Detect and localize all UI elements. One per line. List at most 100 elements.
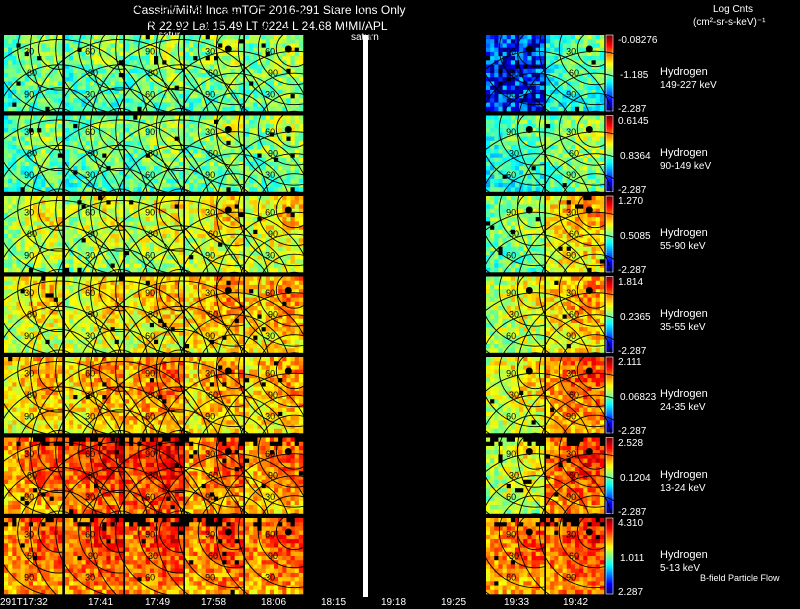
contour-label: 90	[268, 310, 278, 320]
contour-label: 30	[205, 127, 215, 137]
contour-label: 90	[506, 208, 516, 218]
contour-label: 90	[145, 369, 155, 379]
contour-label: 60	[145, 411, 155, 421]
colorbar	[606, 196, 613, 273]
energy-range-label: 149-227 keV	[660, 80, 717, 91]
time-tick-label: 19:18	[381, 597, 407, 608]
colorbar-frame	[605, 34, 614, 112]
contour-label: 90	[506, 127, 516, 137]
contour-line	[115, 386, 245, 517]
contour-label: 90	[205, 250, 215, 260]
contour-label: 60	[27, 68, 37, 78]
contour-line	[0, 305, 124, 436]
colorbar-mid-label: 1.011	[620, 553, 645, 564]
contour-label: 90	[24, 331, 34, 341]
contour-label: 90	[88, 310, 98, 320]
contour-line	[257, 92, 331, 166]
contour-label: 30	[205, 288, 215, 298]
contour-label: 60	[145, 492, 155, 502]
time-tick-label: 17:41	[88, 597, 114, 608]
contour-line	[0, 0, 124, 114]
contour-line	[538, 475, 652, 589]
saturn-marker	[224, 126, 232, 133]
contour-line	[275, 271, 313, 309]
image-panel	[546, 35, 605, 112]
contour-label: 60	[208, 471, 218, 481]
contour-label: 30	[265, 492, 275, 502]
colorbar-mid-label: -1.185	[620, 70, 649, 81]
image-panel	[245, 276, 304, 353]
contour-line	[538, 314, 652, 428]
saturn-marker	[585, 45, 593, 53]
contour-label: 60	[145, 250, 155, 260]
contour-label: 30	[566, 288, 576, 298]
contour-line	[275, 110, 313, 148]
contour-label: 60	[145, 572, 155, 582]
contour-label: 60	[208, 68, 218, 78]
contour-line	[115, 0, 245, 114]
image-panel	[65, 357, 124, 434]
contour-line	[558, 334, 632, 408]
contour-label: 60	[569, 68, 579, 78]
time-tick-label: 17:49	[145, 597, 171, 608]
colorbar	[606, 357, 613, 434]
contour-line	[55, 64, 185, 195]
image-panel	[546, 115, 605, 192]
contour-label: 90	[566, 492, 576, 502]
saturn-marker	[224, 367, 232, 375]
time-tick-label: 19:42	[563, 597, 589, 608]
contour-line	[257, 414, 331, 488]
contour-label: 30	[509, 310, 519, 320]
saturn-marker	[525, 126, 533, 133]
colorbar	[606, 35, 613, 112]
contour-line	[558, 12, 632, 86]
contour-label: 90	[145, 208, 155, 218]
saturn-marker	[525, 287, 533, 294]
contour-label: 30	[85, 170, 95, 180]
image-panel	[4, 115, 63, 192]
saturn-marker	[525, 367, 533, 375]
contour-label: 90	[205, 411, 215, 421]
contour-label: 30	[566, 127, 576, 137]
contour-label: 90	[268, 149, 278, 159]
contour-line	[215, 453, 373, 609]
contour-label: 30	[24, 449, 34, 459]
contour-label: 90	[268, 551, 278, 561]
contour-line	[55, 225, 185, 356]
saturn-marker	[525, 45, 533, 53]
saturn-marker	[585, 448, 593, 455]
contour-label: 30	[566, 47, 576, 57]
contour-label: 60	[265, 288, 275, 298]
contour-label: 30	[85, 250, 95, 260]
contour-label: 30	[566, 530, 576, 540]
saturn-marker	[224, 528, 232, 536]
colorbar-max-label: 1.270	[618, 196, 644, 207]
ion-species-label: Hydrogen	[660, 227, 708, 239]
contour-label: 30	[24, 47, 34, 57]
contour-line	[237, 233, 351, 347]
contour-line	[237, 475, 351, 589]
image-panel	[546, 357, 605, 434]
time-tick-label: 18:15	[321, 597, 347, 608]
contour-label: 90	[24, 411, 34, 421]
units-label: Log Cnts	[713, 4, 754, 15]
contour-label: 90	[24, 170, 34, 180]
saturn-marker	[284, 367, 292, 375]
contour-label: 90	[566, 331, 576, 341]
contour-label: 30	[265, 411, 275, 421]
contour-label: 60	[265, 530, 275, 540]
saturn-marker	[224, 448, 232, 455]
contour-label: 60	[265, 208, 275, 218]
colorbar	[606, 276, 613, 353]
contour-label: 30	[148, 310, 158, 320]
contour-label: 90	[145, 449, 155, 459]
contour-label: 60	[569, 551, 579, 561]
colorbar-mid-label: 0.2365	[620, 311, 651, 323]
contour-line	[0, 64, 124, 195]
contour-label: 30	[24, 530, 34, 540]
colorbar-mid-label: 0.06823	[620, 392, 657, 403]
contour-label: 60	[27, 471, 37, 481]
contour-label: 60	[506, 411, 516, 421]
contour-label: 30	[205, 449, 215, 459]
